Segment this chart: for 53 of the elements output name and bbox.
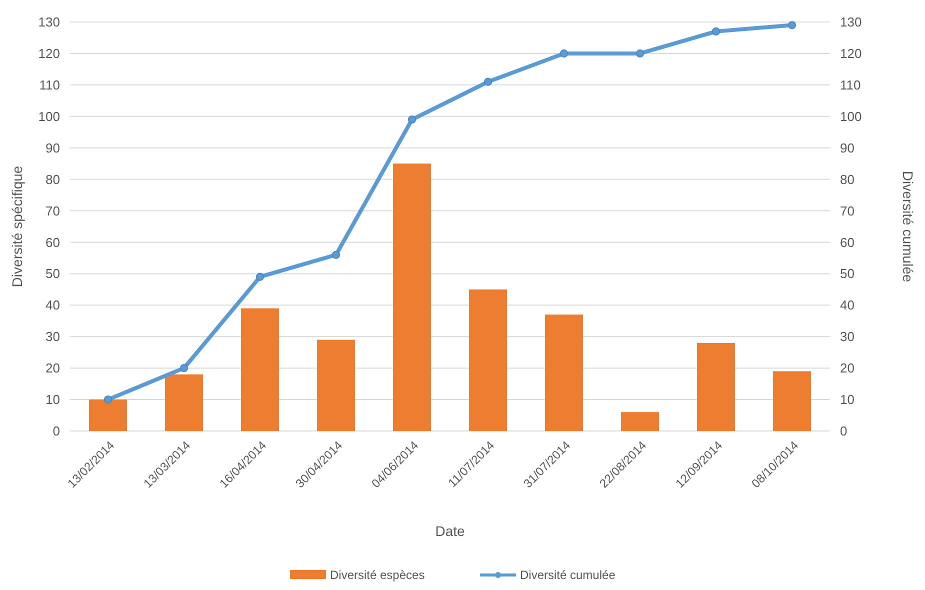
y-tick-label: 130 <box>38 14 60 30</box>
bar <box>89 400 127 431</box>
point <box>408 115 416 124</box>
y2-tick-label: 40 <box>840 298 854 313</box>
y-tick-label: 60 <box>46 234 60 250</box>
bar <box>241 308 279 431</box>
y2-tick-label: 90 <box>840 140 854 156</box>
point <box>788 21 796 30</box>
point <box>484 78 492 86</box>
point <box>180 364 188 372</box>
bar <box>393 164 431 431</box>
y-tick-label: 0 <box>52 424 60 439</box>
y2-tick-label: 0 <box>840 424 848 439</box>
y-tick-label: 30 <box>46 329 60 344</box>
bar <box>773 371 811 431</box>
bar <box>469 289 507 431</box>
y2-tick-label: 10 <box>840 392 854 408</box>
point <box>104 395 112 404</box>
y-tick-label: 80 <box>46 172 60 187</box>
y2-tick-label: 100 <box>840 108 862 124</box>
bar <box>621 412 659 431</box>
legend-label: Diversité espèces <box>330 568 425 582</box>
point <box>332 250 340 259</box>
bar <box>697 342 735 431</box>
point <box>636 49 644 58</box>
y-tick-label: 50 <box>46 266 60 282</box>
y-tick-label: 40 <box>46 298 60 313</box>
y-tick-label: 10 <box>46 392 60 408</box>
y2-tick-label: 30 <box>840 329 854 344</box>
y-axis-title: Diversité spécifique <box>9 166 25 288</box>
y2-tick-label: 130 <box>840 14 862 30</box>
y2-tick-label: 70 <box>840 203 854 218</box>
y2-tick-label: 60 <box>840 234 854 250</box>
bar <box>317 340 355 431</box>
y-tick-label: 110 <box>39 77 60 92</box>
y-tick-label: 70 <box>46 203 60 218</box>
x-axis-title: Date <box>435 523 465 539</box>
y2-tick-label: 20 <box>840 360 854 376</box>
y2-tick-label: 120 <box>840 46 862 62</box>
bar <box>545 314 583 431</box>
point <box>560 49 568 58</box>
y-tick-label: 20 <box>46 360 60 376</box>
y-tick-label: 90 <box>46 140 60 156</box>
point <box>712 27 720 36</box>
point <box>256 272 264 281</box>
y-tick-label: 100 <box>38 108 60 124</box>
y-tick-label: 120 <box>38 46 60 62</box>
y2-tick-label: 80 <box>840 172 854 187</box>
y2-axis-title: Diversité cumulée <box>900 170 916 282</box>
y2-tick-label: 110 <box>840 77 861 92</box>
legend-label: Diversité cumulée <box>520 568 616 582</box>
bar <box>165 374 203 431</box>
y2-tick-label: 50 <box>840 266 854 282</box>
